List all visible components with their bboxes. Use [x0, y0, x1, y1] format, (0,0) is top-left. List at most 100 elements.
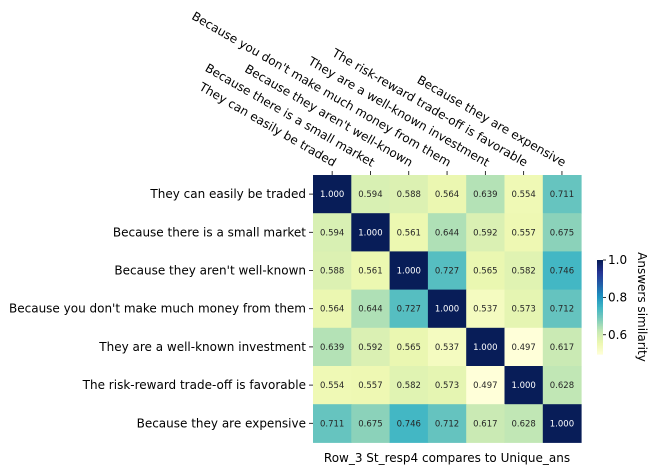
heatmap-cell	[466, 366, 505, 405]
colorbar-segment	[597, 263, 603, 266]
cell-value-label: 0.497	[473, 381, 497, 391]
cell-value-label: 1.000	[435, 305, 459, 315]
colorbar-segment	[597, 303, 603, 307]
heatmap-cell	[389, 289, 429, 329]
heatmap-cell	[427, 366, 467, 405]
colorbar-segment	[597, 317, 603, 321]
colorbar-segment	[597, 285, 603, 288]
heatmap-cell	[504, 404, 544, 443]
cell-value-label: 0.617	[550, 343, 574, 353]
cell-value-label: 1.000	[397, 267, 421, 277]
colorbar-segment	[597, 316, 603, 319]
colorbar-segment	[597, 267, 603, 270]
colorbar-segment	[597, 344, 603, 347]
colorbar-segment	[597, 261, 603, 264]
row-label: Because they aren't well-known	[114, 264, 306, 278]
heatmap-cell	[313, 289, 352, 329]
heatmap-cell	[542, 213, 582, 252]
cell-value-label: 1.000	[473, 343, 497, 353]
colorbar-segment	[597, 313, 603, 316]
cell-value-label: 0.639	[473, 190, 497, 200]
cell-value-label: 0.644	[435, 228, 459, 238]
heatmap-cell	[313, 251, 352, 291]
cell-value-label: 0.537	[473, 305, 497, 315]
cell-value-label: 0.711	[320, 419, 344, 429]
colorbar-segment	[597, 346, 603, 349]
cell-value-label: 0.588	[320, 267, 344, 277]
heatmap-cell	[313, 213, 352, 252]
colorbar-segment	[597, 302, 603, 305]
heatmap-cell	[466, 289, 505, 329]
cell-value-label: 0.628	[511, 419, 535, 429]
cell-value-label: 0.573	[435, 381, 459, 391]
heatmap-cell	[427, 327, 467, 367]
colorbar-segment	[597, 352, 603, 355]
colorbar-segment	[597, 324, 603, 327]
cell-value-label: 0.554	[511, 190, 535, 200]
heatmap-cell	[504, 289, 544, 329]
colorbar-segment	[597, 283, 603, 286]
heatmap-cell	[389, 251, 429, 291]
heatmap-cell	[504, 213, 544, 252]
row-label: The risk-reward trade-off is favorable	[82, 378, 306, 392]
cell-value-label: 0.582	[511, 267, 535, 277]
heatmap-cell	[389, 213, 429, 252]
heatmap-cell	[427, 251, 467, 291]
colorbar-segment	[597, 311, 603, 314]
colorbar-segment	[597, 299, 603, 302]
colorbar-segment	[597, 314, 603, 317]
heatmap-cell	[542, 327, 582, 367]
cell-value-label: 0.564	[320, 305, 344, 315]
colorbar-segment	[597, 319, 603, 322]
cell-value-label: 0.592	[473, 228, 497, 238]
heatmap-cell	[466, 175, 505, 214]
cell-value-label: 0.644	[358, 305, 382, 315]
colorbar-segment	[597, 333, 603, 336]
row-label: Because they are expensive	[137, 416, 306, 430]
heatmap-cell	[466, 251, 505, 291]
cell-value-label: 0.727	[397, 305, 421, 315]
colorbar-segment	[597, 327, 603, 330]
cell-value-label: 0.561	[397, 228, 421, 238]
colorbar-segment	[597, 274, 603, 277]
colorbar-segment	[597, 278, 603, 281]
cell-value-label: 0.727	[435, 267, 459, 277]
colorbar-segment	[597, 341, 603, 344]
heatmap-cell	[466, 404, 505, 443]
heatmap-cell	[427, 289, 467, 329]
colorbar-segment	[597, 291, 603, 294]
colorbar-segment	[597, 289, 603, 292]
colorbar-label: Answers similarity	[635, 252, 649, 362]
cell-value-label: 0.712	[550, 305, 574, 315]
heatmap-cell	[504, 175, 544, 214]
cell-value-label: 0.497	[511, 343, 535, 353]
cell-value-label: 0.594	[358, 190, 382, 200]
colorbar-segment	[597, 328, 603, 332]
colorbar-segment	[597, 280, 603, 283]
colorbar-segment	[597, 305, 603, 308]
heatmap-cell	[313, 366, 352, 405]
cell-value-label: 0.711	[550, 190, 574, 200]
colorbar-segment	[597, 307, 603, 310]
heatmap-cell	[542, 175, 582, 214]
heatmap-cell	[351, 404, 391, 443]
heatmap-cell	[389, 327, 429, 367]
colorbar-tick-label: 1.0	[608, 253, 627, 267]
cell-value-label: 0.746	[550, 267, 574, 277]
heatmap-cell	[313, 327, 352, 367]
colorbar-segment	[597, 349, 603, 352]
colorbar-segment	[597, 350, 603, 354]
heatmap-cell	[389, 404, 429, 443]
cell-value-label: 0.573	[511, 305, 535, 315]
heatmap-cell	[466, 213, 505, 252]
colorbar-segment	[597, 266, 603, 269]
colorbar-segment	[597, 294, 603, 297]
cell-value-label: 0.561	[358, 267, 382, 277]
colorbar-segment	[597, 272, 603, 275]
cell-value-label: 0.592	[358, 343, 382, 353]
colorbar-segment	[597, 347, 603, 350]
colorbar-segment	[597, 292, 603, 296]
colorbar-segment	[597, 322, 603, 325]
colorbar-segment	[597, 260, 603, 263]
